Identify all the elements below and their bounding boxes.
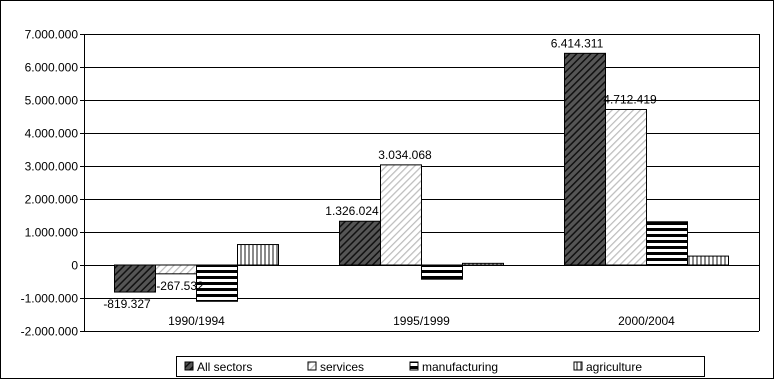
y-tick-label: 2.000.000 xyxy=(25,193,79,207)
bar-services-1990-1994 xyxy=(155,264,197,275)
legend-label: manufacturing xyxy=(422,360,498,374)
bar-all-sectors-2000-2004 xyxy=(564,52,606,266)
legend-label: services xyxy=(320,360,364,374)
y-tick-label: 6.000.000 xyxy=(25,61,79,75)
x-tick-label: 2000/2004 xyxy=(618,314,675,328)
bar-manufacturing-1995-1999 xyxy=(421,264,463,280)
bar-agriculture-1990-1994 xyxy=(237,244,279,266)
y-tick-label: 5.000.000 xyxy=(25,94,79,108)
x-tick-label: 1990/1994 xyxy=(168,314,225,328)
y-axis: -2.000.000 -1.000.000 0 1.000.000 2.000.000 3… xyxy=(21,28,760,339)
bar-agriculture-1995-1999 xyxy=(462,262,504,266)
x-tick-label: 1995/1999 xyxy=(393,314,450,328)
data-label: 3.034.068 xyxy=(378,148,432,162)
bar-manufacturing-2000-2004 xyxy=(646,221,688,266)
bar-services-2000-2004 xyxy=(605,108,647,266)
bar-all-sectors-1990-1994 xyxy=(114,264,156,293)
bar-all-sectors-1995-1999 xyxy=(339,220,381,266)
bars xyxy=(114,52,729,302)
y-tick-label: 4.000.000 xyxy=(25,127,79,141)
data-labels: -819.327 -267.532 1.326.024 3.034.068 6.414.… xyxy=(103,36,657,311)
legend-swatch xyxy=(307,361,317,371)
bar-services-1995-1999 xyxy=(380,164,422,266)
y-tick-label: -1.000.000 xyxy=(21,292,79,306)
y-tick-label: 1.000.000 xyxy=(25,226,79,240)
data-label: 1.326.024 xyxy=(325,204,379,218)
legend-swatch xyxy=(184,361,194,371)
y-tick-label: -2.000.000 xyxy=(21,325,79,339)
y-tick-label: 3.000.000 xyxy=(25,160,79,174)
x-axis-labels: 1990/1994 1995/1999 2000/2004 xyxy=(168,314,675,328)
y-tick-label: 0 xyxy=(71,259,78,273)
data-label: -819.327 xyxy=(103,297,151,311)
data-label: -267.532 xyxy=(156,279,204,293)
legend-label: agriculture xyxy=(586,360,642,374)
data-label: 6.414.311 xyxy=(551,36,604,50)
legend: All sectors services manufacturing agricult… xyxy=(176,356,705,377)
legend-swatch xyxy=(573,361,583,371)
legend-label: All sectors xyxy=(197,360,252,374)
data-label: 4.712.419 xyxy=(603,92,657,106)
legend-swatch xyxy=(409,361,419,371)
bar-agriculture-2000-2004 xyxy=(687,255,729,266)
y-tick-label: 7.000.000 xyxy=(25,28,79,42)
bar-manufacturing-1990-1994 xyxy=(196,264,238,302)
